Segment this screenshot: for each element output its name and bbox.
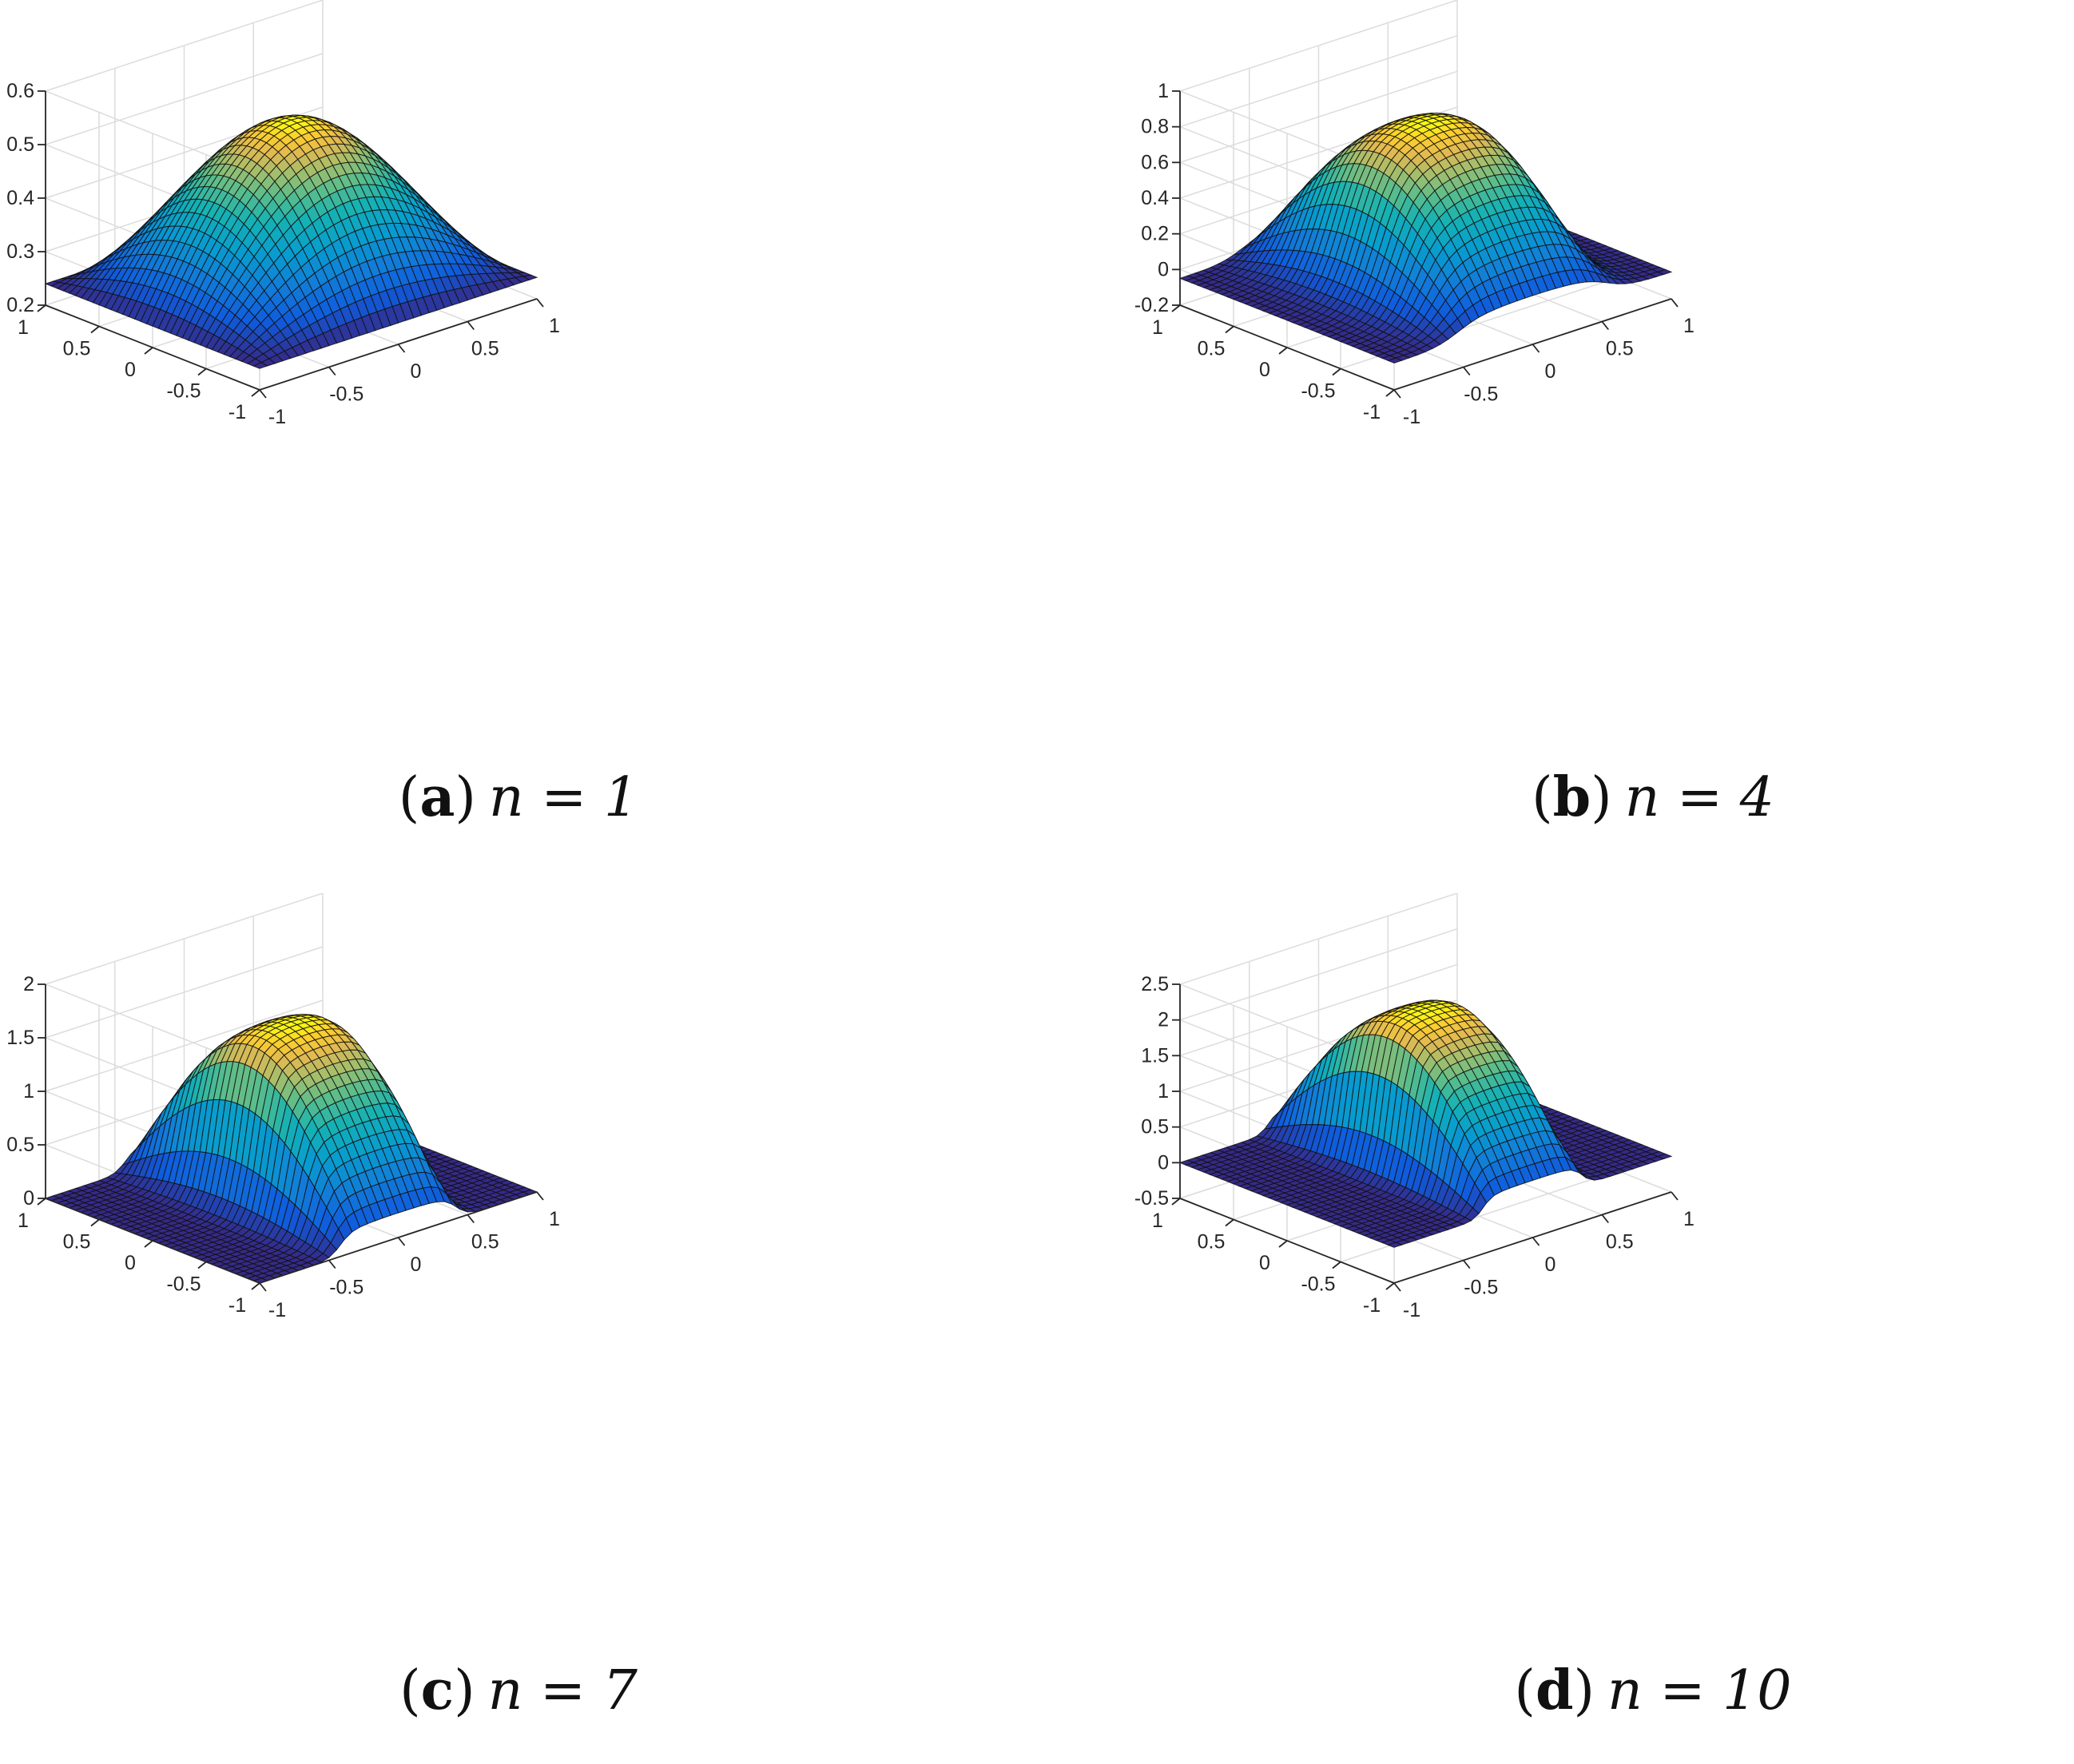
z-tick-label: -0.2	[1134, 294, 1169, 316]
z-tick-label: 0	[1158, 1151, 1169, 1174]
y-tick-label: 1	[1152, 316, 1163, 339]
x-tick-label: 1	[1683, 1208, 1695, 1230]
x-tick-label: 0	[1545, 1253, 1556, 1276]
panel-c: 0 0.5 1 1.5 2 -1 -0.5 0 0.5 1 -1 -0.5 0 0.5 1 (c)n = 7	[0, 893, 1037, 1764]
y-tick-label: -0.5	[1301, 1273, 1335, 1296]
y-tick-label: -1	[228, 1294, 246, 1317]
z-tick-label: 0.8	[1141, 116, 1169, 138]
z-tick-label: 0.3	[6, 240, 34, 263]
caption-letter: d	[1536, 1659, 1574, 1722]
panel-b: -0.2 0 0.2 0.4 0.6 0.8 1 -1 -0.5 0 0.5 1 -1 -0.5 0 0.5 1…	[1134, 0, 2074, 871]
z-tick-label: 0.5	[1141, 1116, 1169, 1138]
z-tick-label: 0.2	[6, 294, 34, 316]
y-tick-label: 0	[1259, 1252, 1270, 1274]
surface-plot-b: -0.2 0 0.2 0.4 0.6 0.8 1 -1 -0.5 0 0.5 1 -1 -0.5 0 0.5 1	[1134, 0, 2074, 871]
y-tick-label: -1	[228, 401, 246, 423]
z-tick-label: -0.5	[1134, 1187, 1169, 1210]
caption-a: (a)n = 1	[0, 765, 1037, 837]
x-tick-label: 0.5	[1606, 338, 1634, 360]
z-tick-label: 2.5	[1141, 973, 1169, 995]
x-tick-label: 0.5	[1606, 1231, 1634, 1253]
y-tick-label: 0	[125, 359, 136, 381]
y-tick-label: 1	[18, 316, 29, 339]
caption-letter: b	[1553, 765, 1591, 829]
x-tick-label: 1	[549, 1208, 560, 1230]
y-tick-label: -1	[1363, 1294, 1381, 1317]
x-tick-label: -0.5	[1464, 1277, 1498, 1299]
y-tick-label: -0.5	[166, 1273, 201, 1296]
surface-plot-c: 0 0.5 1 1.5 2 -1 -0.5 0 0.5 1 -1 -0.5 0 0.5 1	[0, 893, 1037, 1764]
x-tick-label: -1	[1403, 406, 1420, 428]
z-axis: 0 0.5 1 1.5 2	[6, 973, 46, 1210]
y-tick-label: 0.5	[63, 1231, 91, 1253]
caption-letter: c	[421, 1659, 454, 1722]
z-tick-label: 0.5	[6, 133, 34, 156]
x-tick-label: -1	[268, 406, 286, 428]
z-tick-label: 2	[1158, 1009, 1169, 1031]
z-tick-label: 1.5	[1141, 1044, 1169, 1067]
y-tick-label: -1	[1363, 401, 1381, 423]
x-tick-label: 0	[1545, 360, 1556, 383]
caption-b: (b)n = 4	[1134, 765, 2074, 837]
panel-d: -0.5 0 0.5 1 1.5 2 2.5 -1 -0.5 0 0.5 1 -1 -0.5 0 0.5 1 (…	[1134, 893, 2074, 1764]
x-tick-label: 1	[549, 315, 560, 337]
x-tick-label: -0.5	[329, 1277, 364, 1299]
z-tick-label: 1	[1158, 80, 1169, 102]
z-tick-label: 0	[23, 1187, 34, 1210]
z-tick-label: 0.4	[1141, 187, 1169, 209]
surface-plot-a: 0.2 0.3 0.4 0.5 0.6 -1 -0.5 0 0.5 1 -1 -0.5 0 0.5 1	[0, 0, 1037, 871]
y-tick-label: 0	[1259, 359, 1270, 381]
caption-letter: a	[419, 765, 455, 829]
panel-a: 0.2 0.3 0.4 0.5 0.6 -1 -0.5 0 0.5 1 -1 -0.5 0 0.5 1 (a…	[0, 0, 1037, 871]
z-axis: 0.2 0.3 0.4 0.5 0.6	[6, 80, 46, 316]
z-tick-label: 0.6	[6, 80, 34, 102]
x-tick-label: -0.5	[329, 383, 364, 406]
x-tick-label: -1	[268, 1299, 286, 1321]
z-tick-label: 1	[23, 1080, 34, 1102]
z-tick-label: 1	[1158, 1080, 1169, 1102]
caption-c: (c)n = 7	[0, 1659, 1037, 1730]
caption-expression: n = 1	[489, 766, 638, 829]
surface-mesh	[46, 1015, 537, 1283]
z-tick-label: 2	[23, 973, 34, 995]
caption-expression: n = 7	[488, 1659, 638, 1722]
z-tick-label: 0.6	[1141, 151, 1169, 173]
caption-expression: n = 10	[1607, 1659, 1792, 1722]
z-tick-label: 0.4	[6, 187, 34, 209]
y-tick-label: 0	[125, 1252, 136, 1274]
y-tick-label: -0.5	[166, 380, 201, 403]
x-tick-label: -1	[1403, 1299, 1420, 1321]
z-axis: -0.2 0 0.2 0.4 0.6 0.8 1	[1134, 80, 1180, 316]
x-tick-label: 0.5	[471, 1231, 499, 1253]
surface-plot-d: -0.5 0 0.5 1 1.5 2 2.5 -1 -0.5 0 0.5 1 -1 -0.5 0 0.5 1	[1134, 893, 2074, 1764]
z-tick-label: 0.2	[1141, 223, 1169, 245]
y-tick-label: -0.5	[1301, 380, 1335, 403]
x-tick-label: -0.5	[1464, 383, 1498, 406]
caption-expression: n = 4	[1625, 766, 1774, 829]
caption-d: (d)n = 10	[1134, 1659, 2074, 1730]
z-axis: -0.5 0 0.5 1 1.5 2 2.5	[1134, 973, 1180, 1210]
y-tick-label: 0.5	[63, 338, 91, 360]
x-tick-label: 1	[1683, 315, 1695, 337]
x-tick-label: 0	[411, 360, 422, 383]
x-tick-label: 0.5	[471, 338, 499, 360]
y-tick-label: 0.5	[1198, 1231, 1226, 1253]
y-tick-label: 1	[1152, 1210, 1163, 1232]
x-tick-label: 0	[411, 1253, 422, 1276]
z-tick-label: 1.5	[6, 1027, 34, 1049]
z-tick-label: 0	[1158, 258, 1169, 280]
y-tick-label: 0.5	[1198, 338, 1226, 360]
y-tick-label: 1	[18, 1210, 29, 1232]
z-tick-label: 0.5	[6, 1134, 34, 1156]
